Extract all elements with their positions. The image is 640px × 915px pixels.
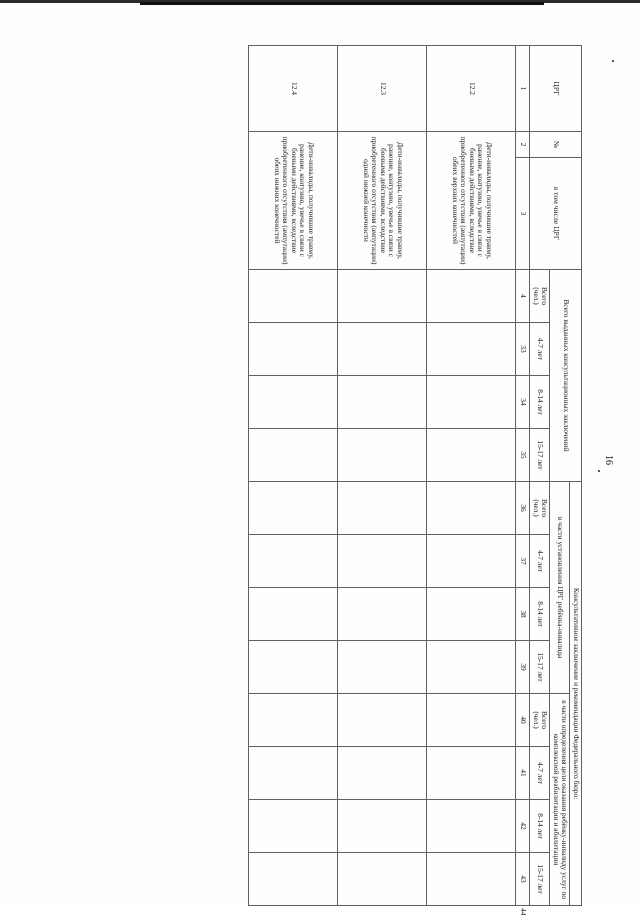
colnum-41: 41	[515, 746, 530, 800]
header-no: №	[529, 131, 582, 157]
cell[interactable]	[426, 481, 516, 535]
colnum-39: 39	[515, 640, 530, 694]
cell[interactable]	[337, 852, 427, 906]
header-age-8-14-2: 8-14 лет	[529, 587, 550, 641]
scan-top-edge	[0, 0, 640, 3]
cell[interactable]	[337, 799, 427, 853]
cell[interactable]	[337, 428, 427, 482]
colnum-4: 4	[515, 269, 530, 322]
cell[interactable]	[337, 587, 427, 641]
header-age-8-14-3: 8-14 лет	[529, 799, 550, 853]
header-age-total-1: Всего (чел.)	[529, 269, 550, 322]
cell[interactable]	[248, 746, 338, 800]
header-group-ipr: в части установления ЦРГ ребёнка-инвалид…	[549, 481, 570, 694]
colnum-3: 3	[515, 157, 530, 269]
cell[interactable]	[248, 852, 338, 906]
colnum-43: 43	[515, 852, 530, 906]
colnum-2: 2	[515, 131, 530, 157]
cell[interactable]	[337, 375, 427, 428]
cell[interactable]	[426, 746, 516, 800]
cell[interactable]	[248, 428, 338, 482]
header-age-4-7-2: 4-7 лет	[529, 534, 550, 588]
row-label: Дети-инвалиды, получившие травму, ранени…	[337, 131, 427, 269]
colnum-34: 34	[515, 375, 530, 428]
colnum-40: 40	[515, 693, 530, 747]
header-group-all: Всего выданных консультационных заключен…	[549, 269, 582, 482]
cell[interactable]	[248, 481, 338, 535]
cell[interactable]	[248, 693, 338, 747]
cell[interactable]	[337, 534, 427, 588]
header-age-15-17-2: 15-17 лет	[529, 640, 550, 694]
page-number: 16	[603, 454, 614, 465]
cell[interactable]	[337, 481, 427, 535]
cell[interactable]	[337, 322, 427, 375]
colnum-1: 1	[515, 45, 530, 131]
header-cprg: ЦРГ	[529, 45, 582, 131]
row-code: 12.3	[337, 45, 427, 131]
table-numbering-row: 1 2 3 4 33 34 35 36 37 38 39 40 41 42 43…	[515, 45, 530, 915]
header-age-15-17-1: 15-17 лет	[529, 428, 550, 482]
colnum-35: 35	[515, 428, 530, 482]
row-label: Дети-инвалиды, получившие травму, ранени…	[426, 131, 516, 269]
colnum-37: 37	[515, 534, 530, 588]
cell[interactable]	[426, 852, 516, 906]
header-age-4-7-3: 4-7 лет	[529, 746, 550, 800]
cell[interactable]	[426, 375, 516, 428]
row-label: Дети-инвалиды, получившие травму, ранени…	[248, 131, 338, 269]
statistics-table: ЦРГ № в том числе ЦРГ Всего выданных кон…	[248, 45, 582, 915]
cell[interactable]	[337, 746, 427, 800]
cell[interactable]	[337, 269, 427, 322]
cell[interactable]	[248, 640, 338, 694]
cell[interactable]	[426, 799, 516, 853]
cell[interactable]	[248, 322, 338, 375]
row-code: 12.4	[248, 45, 338, 131]
cell[interactable]	[426, 693, 516, 747]
header-v-tom-chisle-cprg: в том числе ЦРГ	[529, 157, 582, 269]
row-code: 12.2	[426, 45, 516, 131]
header-age-8-14-1: 8-14 лет	[529, 375, 550, 428]
header-group-title: Консультативное заключение и рекомендаци…	[569, 481, 582, 906]
cell[interactable]	[426, 322, 516, 375]
table-row: 12.4 Дети-инвалиды, получившие травму, р…	[248, 45, 338, 906]
cell[interactable]	[426, 587, 516, 641]
header-age-total-3: Всего (чел.)	[529, 693, 550, 747]
cell[interactable]	[337, 693, 427, 747]
cell[interactable]	[426, 640, 516, 694]
cell[interactable]	[426, 428, 516, 482]
table-row: 12.2 Дети-инвалиды, получившие травму, р…	[426, 45, 516, 906]
scan-speck	[612, 60, 614, 62]
colnum-33: 33	[515, 322, 530, 375]
cell[interactable]	[426, 269, 516, 322]
cell[interactable]	[426, 534, 516, 588]
cell[interactable]	[248, 534, 338, 588]
header-age-15-17-3: 15-17 лет	[529, 852, 550, 906]
header-group-goal: в части определения цели оказания ребёнк…	[549, 693, 570, 906]
header-age-total-2: Всего (чел.)	[529, 481, 550, 535]
cell[interactable]	[248, 269, 338, 322]
cell[interactable]	[248, 799, 338, 853]
table-row: 12.3 Дети-инвалиды, получившие травму, р…	[337, 45, 427, 906]
document-body: 16 ЦРГ № в том числе ЦРГ Всего выданных …	[20, 23, 620, 915]
scan-speck	[598, 470, 600, 472]
table-header-title-row: ЦРГ № в том числе ЦРГ Всего выданных кон…	[529, 45, 582, 906]
header-age-4-7-1: 4-7 лет	[529, 322, 550, 375]
cell[interactable]	[248, 587, 338, 641]
cell[interactable]	[248, 375, 338, 428]
cell[interactable]	[337, 640, 427, 694]
colnum-36: 36	[515, 481, 530, 535]
scan-top-edge-dark	[140, 2, 544, 5]
colnum-38: 38	[515, 587, 530, 641]
colnum-42: 42	[515, 799, 530, 853]
